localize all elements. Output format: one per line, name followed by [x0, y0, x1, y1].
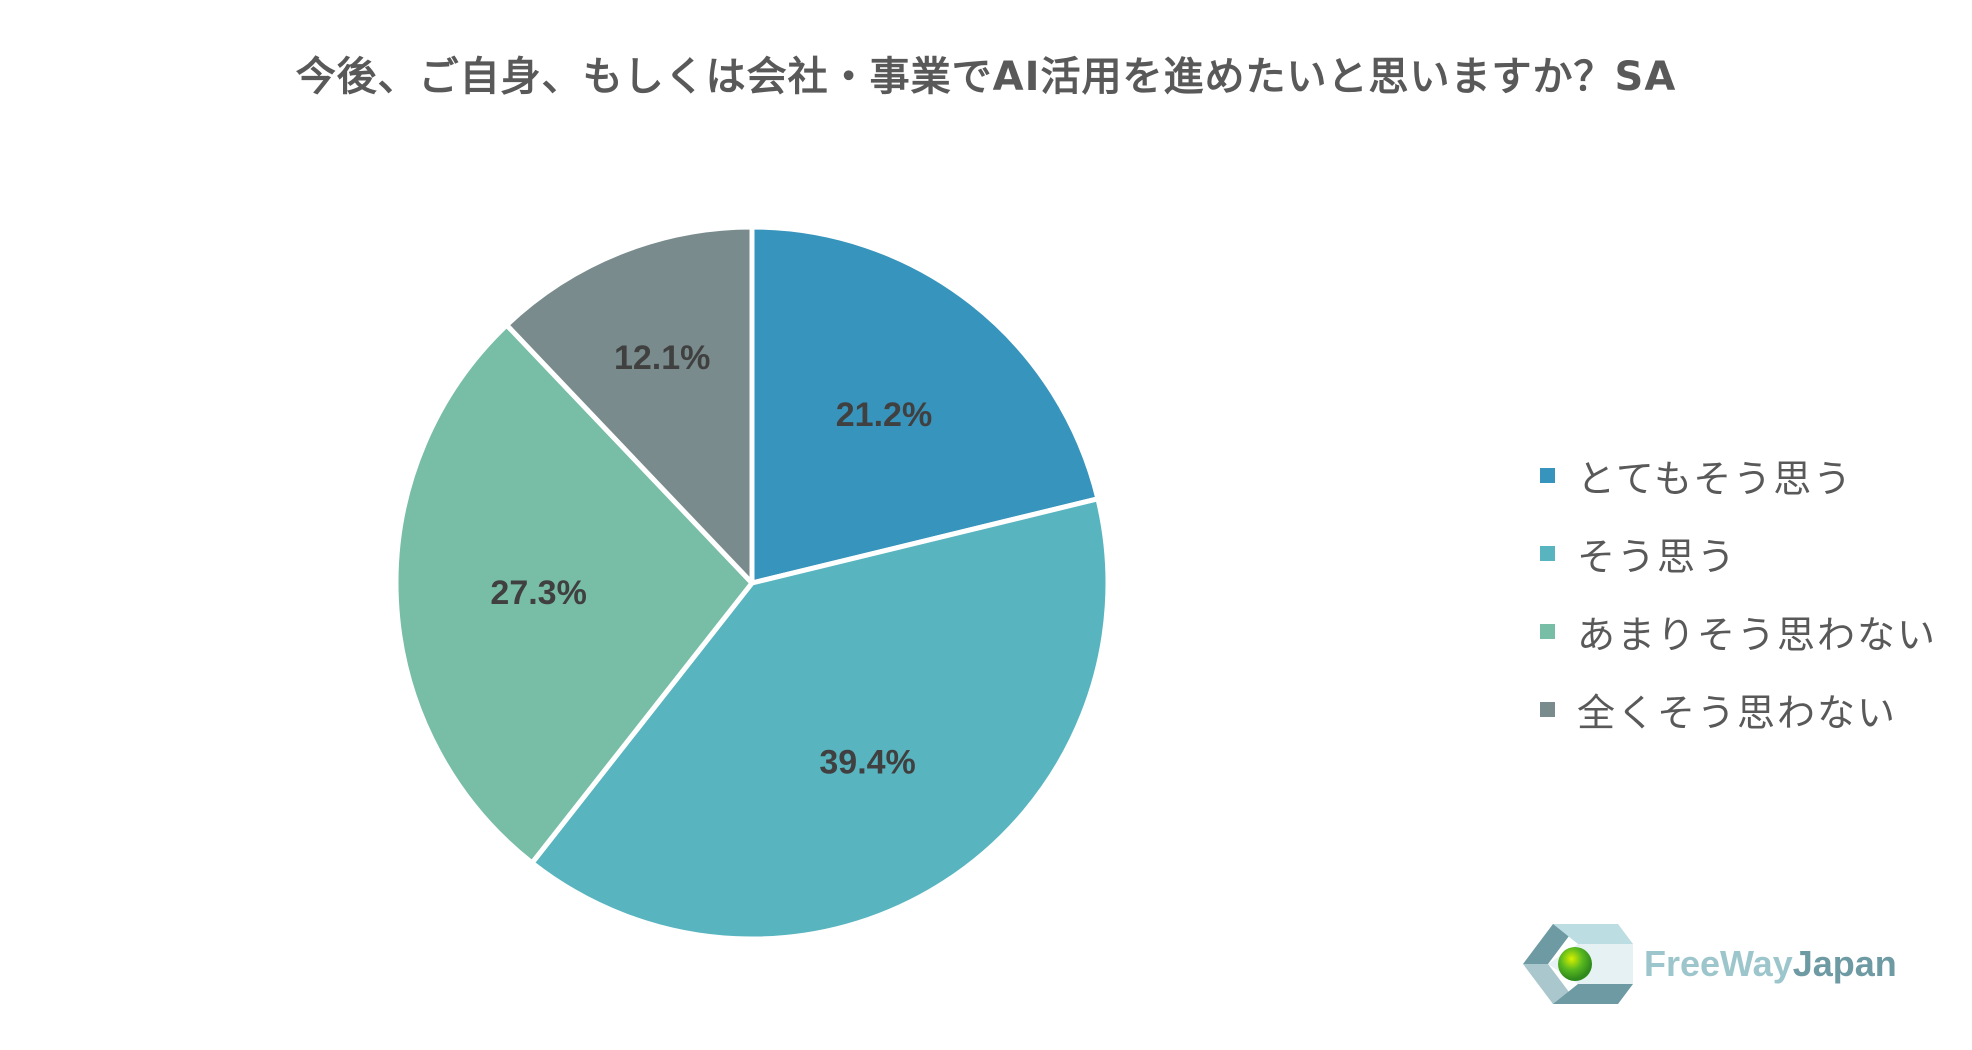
- legend-label-2: あまりそう思わない: [1577, 612, 1938, 657]
- pie-slices: [393, 224, 1111, 942]
- pie-data-label-0: 21.2%: [836, 396, 932, 434]
- freeway-logo-icon: [1523, 924, 1633, 1004]
- company-logo: FreeWayJapan: [1518, 914, 1897, 1014]
- legend-label-0: とてもそう思う: [1577, 456, 1854, 501]
- legend-label-3: 全くそう思わない: [1577, 690, 1898, 735]
- pie-data-label-2: 27.3%: [490, 574, 586, 612]
- legend-label-1: そう思う: [1577, 534, 1738, 579]
- legend-swatch-3: [1540, 701, 1555, 717]
- legend-swatch-0: [1540, 467, 1555, 483]
- logo-text-freeway: FreeWay: [1644, 943, 1793, 984]
- legend-swatch-1: [1540, 545, 1555, 561]
- legend-swatch-2: [1540, 623, 1555, 639]
- pie-labels: 21.2% 39.4% 27.3% 12.1%: [490, 339, 932, 781]
- pie-slice-1: [529, 496, 1111, 942]
- pie-slice-2: [393, 322, 755, 866]
- pie-slice-0: [749, 224, 1101, 586]
- pie-slice-3: [504, 224, 755, 586]
- pie-data-label-3: 12.1%: [614, 339, 710, 377]
- legend-item-2: あまりそう思わない: [1540, 592, 1937, 670]
- chart-legend: とてもそう思う そう思う あまりそう思わない 全くそう思わない: [1540, 436, 1937, 748]
- pie-data-label-1: 39.4%: [819, 744, 915, 782]
- legend-item-3: 全くそう思わない: [1540, 670, 1937, 748]
- legend-item-1: そう思う: [1540, 514, 1937, 592]
- legend-item-0: とてもそう思う: [1540, 436, 1937, 514]
- chart-title: 今後、ご自身、もしくは会社・事業でAI活用を進めたいと思いますか？SA: [295, 54, 1677, 100]
- logo-text-japan: Japan: [1792, 943, 1897, 984]
- logo-text: FreeWayJapan: [1644, 943, 1897, 985]
